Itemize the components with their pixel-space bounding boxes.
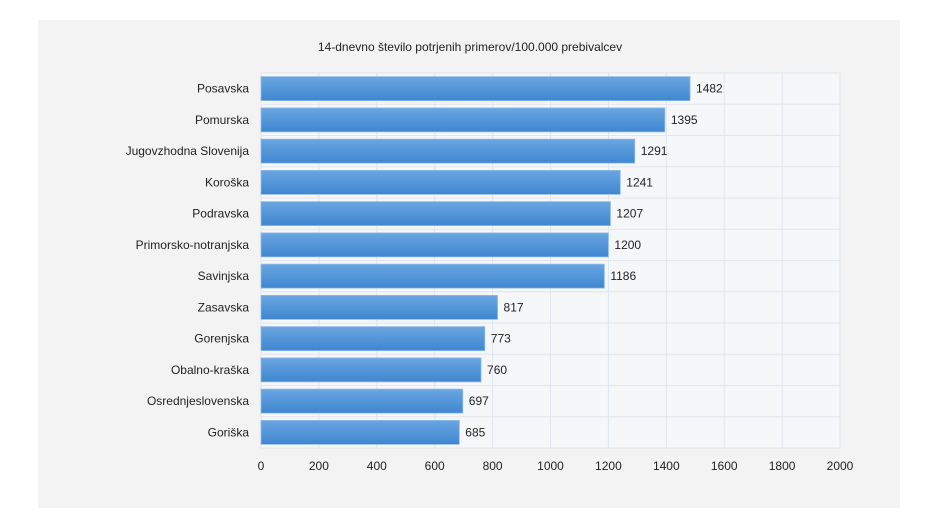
y-tick-label: Goriška <box>208 425 250 439</box>
data-label: 1395 <box>671 113 698 127</box>
y-tick-label: Zasavska <box>198 300 250 314</box>
x-tick-label: 1800 <box>769 459 796 473</box>
x-tick-label: 600 <box>425 459 445 473</box>
bar <box>260 419 460 445</box>
data-label: 1291 <box>641 144 668 158</box>
bar <box>260 76 691 102</box>
x-tick-label: 2000 <box>827 459 854 473</box>
y-tick-label: Jugovzhodna Slovenija <box>126 144 250 158</box>
data-label: 1186 <box>610 269 636 283</box>
data-label: 1482 <box>696 82 723 96</box>
bar <box>260 232 609 258</box>
y-tick-label: Savinjska <box>198 269 250 283</box>
x-tick-label: 800 <box>483 459 503 473</box>
data-label: 1207 <box>616 207 643 221</box>
x-tick-label: 1600 <box>711 459 738 473</box>
x-tick-label: 1200 <box>595 459 622 473</box>
y-tick-label: Posavska <box>197 82 249 96</box>
y-tick-label: Podravska <box>192 207 249 221</box>
bar <box>260 357 482 383</box>
y-tick-label: Obalno-kraška <box>171 363 249 377</box>
data-label: 1200 <box>614 238 641 252</box>
data-label: 1241 <box>626 175 653 189</box>
y-tick-label: Osrednjeslovenska <box>147 394 249 408</box>
data-label: 760 <box>487 363 507 377</box>
data-label: 697 <box>469 394 489 408</box>
y-tick-label: Pomurska <box>195 113 249 127</box>
bar <box>260 294 498 320</box>
data-label: 773 <box>491 332 511 346</box>
y-tick-label: Gorenjska <box>194 332 249 346</box>
x-tick-label: 200 <box>309 459 329 473</box>
bar <box>260 169 621 195</box>
bar <box>260 107 666 133</box>
data-label: 817 <box>504 300 524 314</box>
bar <box>260 388 464 414</box>
y-tick-label: Primorsko-notranjska <box>136 238 250 252</box>
chart-title: 14-dnevno število potrjenih primerov/100… <box>317 40 623 54</box>
bar <box>260 201 611 227</box>
x-tick-label: 400 <box>367 459 387 473</box>
y-tick-label: Koroška <box>205 175 249 189</box>
x-tick-label: 0 <box>258 459 265 473</box>
bar <box>260 138 636 164</box>
x-tick-label: 1000 <box>537 459 564 473</box>
x-tick-label: 1400 <box>653 459 680 473</box>
data-label: 685 <box>465 425 485 439</box>
bar <box>260 326 486 352</box>
bar <box>260 263 605 289</box>
